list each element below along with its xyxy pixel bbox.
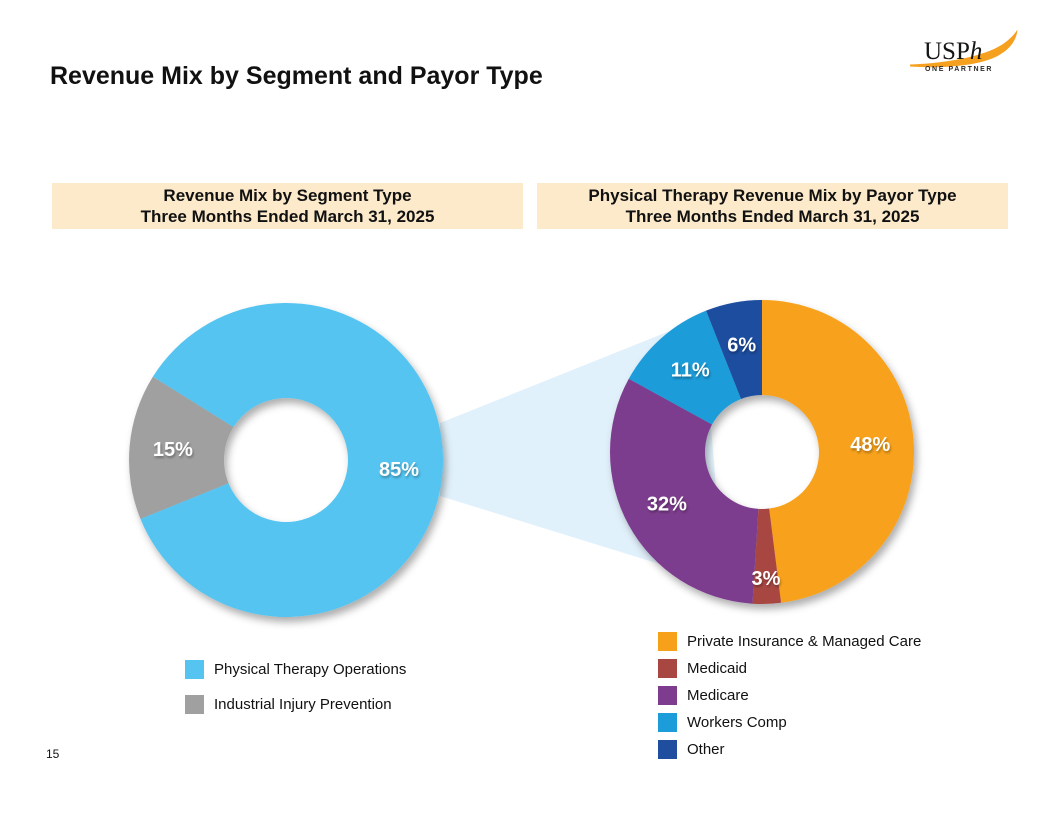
page-title: Revenue Mix by Segment and Payor Type	[50, 62, 543, 90]
legend-label: Medicaid	[687, 660, 748, 677]
legend-item-0: Physical Therapy Operations	[185, 660, 406, 679]
payor-chart-subtitle: Three Months Ended March 31, 2025	[625, 207, 920, 226]
legend-swatch-icon	[658, 740, 677, 759]
pie-slice-1	[128, 376, 234, 519]
logo-text: USPh	[924, 38, 982, 65]
legend-item-2: Medicare	[658, 686, 921, 705]
legend-label: Physical Therapy Operations	[214, 661, 407, 678]
header-band-payor: Physical Therapy Revenue Mix by Payor Ty…	[537, 183, 1008, 229]
legend-item-1: Industrial Injury Prevention	[185, 695, 406, 714]
logo-swoosh-icon	[910, 29, 1018, 68]
slice-value-label-1: 15%	[153, 439, 193, 461]
usph-logo: USPh ONE PARTNER	[910, 29, 1018, 73]
legend-swatch-icon	[185, 660, 204, 679]
legend-swatch-icon	[658, 632, 677, 651]
logo-tagline: ONE PARTNER	[925, 66, 993, 73]
legend-item-3: Workers Comp	[658, 713, 921, 732]
segment-legend: Physical Therapy Operations Industrial In…	[185, 660, 406, 714]
legend-swatch-icon	[658, 686, 677, 705]
legend-label: Medicare	[687, 687, 749, 704]
legend-item-1: Medicaid	[658, 659, 921, 678]
legend-label: Workers Comp	[687, 714, 787, 731]
segment-donut-labels: 85% 15%	[153, 439, 419, 481]
legend-item-4: Other	[658, 740, 921, 759]
pie-slice-4	[706, 300, 762, 400]
legend-label: Private Insurance & Managed Care	[687, 633, 922, 650]
segment-chart-title: Revenue Mix by Segment Type	[163, 186, 412, 205]
page-number: 15	[46, 747, 60, 761]
payor-donut-chart	[610, 300, 915, 605]
legend-label: Industrial Injury Prevention	[214, 696, 392, 713]
header-band-segment: Revenue Mix by Segment Type Three Months…	[52, 183, 523, 229]
slice-value-label-1: 3%	[752, 568, 781, 590]
pie-slice-0	[762, 300, 915, 603]
slice-value-label-2: 32%	[647, 493, 687, 515]
legend-swatch-icon	[658, 713, 677, 732]
pie-slice-0	[140, 303, 443, 617]
slice-value-label-0: 48%	[850, 434, 890, 456]
payor-donut-labels: 48% 3% 32% 11% 6%	[647, 334, 891, 590]
slice-value-label-4: 6%	[727, 334, 756, 356]
segment-chart-subtitle: Three Months Ended March 31, 2025	[140, 207, 435, 226]
pie-slice-1	[752, 508, 782, 605]
payor-chart-title: Physical Therapy Revenue Mix by Payor Ty…	[588, 186, 957, 205]
segment-donut-chart	[128, 303, 443, 617]
legend-item-0: Private Insurance & Managed Care	[658, 632, 921, 651]
payor-legend: Private Insurance & Managed Care Medicaid…	[658, 632, 921, 759]
pie-slice-3	[628, 310, 742, 425]
legend-swatch-icon	[185, 695, 204, 714]
slice-value-label-3: 11%	[671, 360, 710, 382]
pie-slice-2	[610, 378, 759, 604]
slice-value-label-0: 85%	[379, 459, 419, 481]
legend-label: Other	[687, 741, 725, 758]
legend-swatch-icon	[658, 659, 677, 678]
